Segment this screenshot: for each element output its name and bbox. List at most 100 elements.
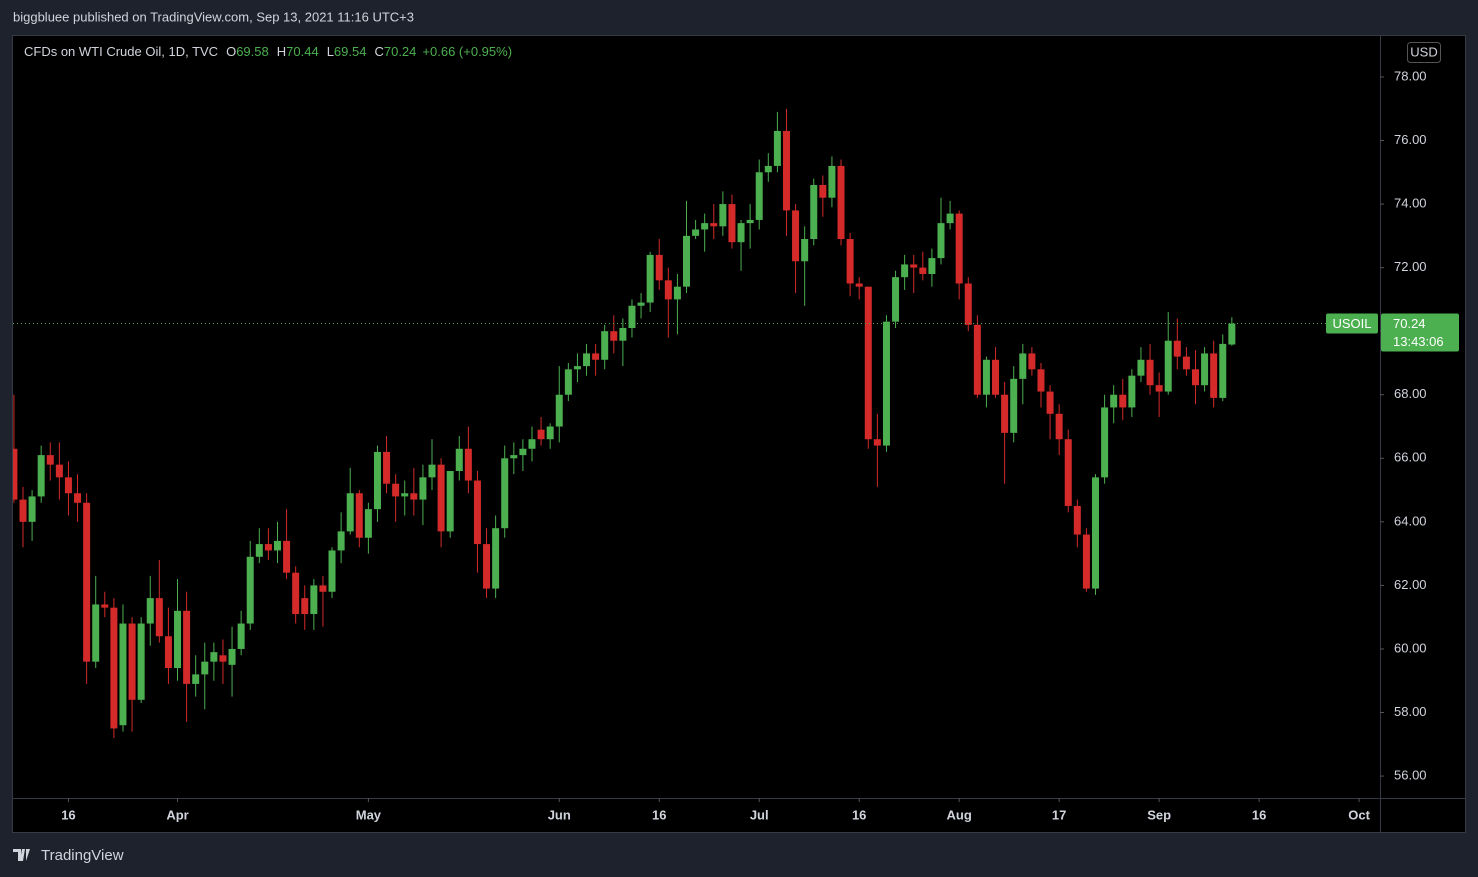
candle-body <box>292 572 300 615</box>
candle-body <box>437 464 445 532</box>
candle-body <box>882 321 890 446</box>
candle-body <box>828 165 836 198</box>
currency-box[interactable] <box>1407 42 1441 63</box>
candle-body <box>28 496 36 522</box>
candle-body <box>64 477 72 494</box>
candle-body <box>501 458 509 529</box>
legend-key: O <box>226 44 236 59</box>
candle-body <box>537 429 545 440</box>
x-tick-label: Aug <box>947 807 972 822</box>
candle-body <box>601 331 609 360</box>
y-tick-label: 68.00 <box>1394 386 1427 401</box>
x-tick-label: May <box>356 807 382 822</box>
candle-body <box>819 184 827 198</box>
candle-body <box>1037 369 1045 392</box>
candle-body <box>246 556 254 624</box>
price-box <box>1381 313 1459 352</box>
y-tick-label: 58.00 <box>1394 704 1427 719</box>
candle-body <box>864 286 872 440</box>
candle-body <box>555 394 563 427</box>
candle-body <box>155 598 163 637</box>
candle-body <box>1173 340 1181 357</box>
candle-body <box>137 623 145 700</box>
candle-body <box>928 258 936 274</box>
candle-body <box>110 607 118 729</box>
currency-label: USD <box>1410 44 1437 59</box>
candle-body <box>683 235 691 287</box>
candle-body <box>773 130 781 166</box>
candle-body <box>1191 369 1199 386</box>
x-tick-label: Jul <box>750 807 769 822</box>
candle-body <box>174 610 182 669</box>
candle-body <box>1082 534 1090 589</box>
candle-body <box>1073 505 1081 535</box>
candle-body <box>310 585 318 615</box>
x-tick-label: Jun <box>548 807 571 822</box>
candle-body <box>55 464 63 478</box>
candle-body <box>937 223 945 259</box>
candle-body <box>764 165 772 173</box>
candle-body <box>237 623 245 649</box>
candle-body <box>446 471 454 532</box>
candle-body <box>1128 375 1136 408</box>
x-tick-label: 16 <box>852 807 866 822</box>
candle-body <box>1228 323 1236 345</box>
candle-body <box>455 448 463 471</box>
candle-body <box>564 369 572 395</box>
candle-body <box>782 130 790 211</box>
candle-body <box>573 366 581 370</box>
x-tick-label: 16 <box>1252 807 1266 822</box>
candle-body <box>728 204 736 243</box>
candle-body <box>982 359 990 395</box>
candle-body <box>13 448 18 500</box>
candle-body <box>101 604 109 608</box>
y-tick-label: 74.00 <box>1394 195 1427 210</box>
candle-body <box>755 172 763 220</box>
candle-body <box>283 540 291 573</box>
candle-body <box>264 544 272 551</box>
candle-body <box>1146 359 1154 386</box>
candle-body <box>192 674 200 684</box>
candle-body <box>1001 394 1009 433</box>
candle-body <box>1119 394 1127 408</box>
legend-value: 70.44 <box>286 44 319 59</box>
candle-body <box>992 359 1000 395</box>
candle-body <box>419 477 427 500</box>
candle-body <box>837 165 845 240</box>
candle-body <box>492 528 500 589</box>
candle-body <box>919 267 927 274</box>
y-tick-label: 62.00 <box>1394 577 1427 592</box>
candle-body <box>483 544 491 589</box>
y-tick-label: 78.00 <box>1394 68 1427 83</box>
candle-body <box>1201 353 1209 386</box>
candle-body <box>46 455 54 465</box>
candle-body <box>519 448 527 456</box>
x-tick-label: 16 <box>61 807 75 822</box>
y-tick-label: 76.00 <box>1394 132 1427 147</box>
candle-body <box>328 550 336 592</box>
candle-body <box>610 331 618 341</box>
candle-body <box>692 229 700 236</box>
legend-key: L <box>327 44 334 59</box>
candle-body <box>846 239 854 284</box>
chart-panel <box>12 35 1466 833</box>
y-tick-label: 64.00 <box>1394 513 1427 528</box>
candle-body <box>1092 477 1100 589</box>
candle-body <box>1137 359 1145 376</box>
candle-body <box>646 254 654 303</box>
legend-key: H <box>277 44 286 59</box>
legend-value: 69.54 <box>334 44 367 59</box>
candle-body <box>83 502 91 662</box>
candle-body <box>183 610 191 684</box>
candle-body <box>128 623 136 700</box>
candle-body <box>1101 407 1109 478</box>
candle-body <box>1219 343 1227 398</box>
countdown-label: 13:43:06 <box>1393 334 1444 349</box>
legend-value: 69.58 <box>236 44 269 59</box>
candle-body <box>1010 378 1018 433</box>
candle-body <box>592 353 600 360</box>
candle-body <box>546 426 554 440</box>
candle-body <box>583 353 591 367</box>
